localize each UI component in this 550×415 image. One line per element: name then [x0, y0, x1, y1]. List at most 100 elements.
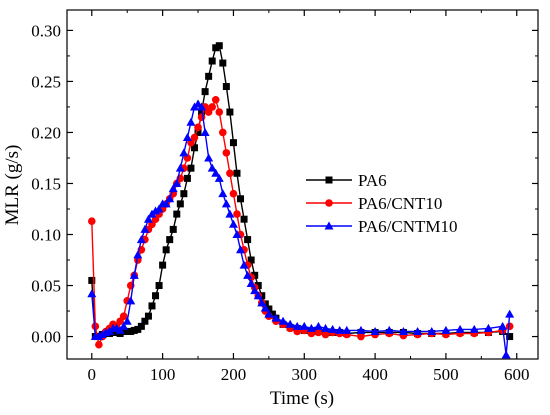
- data-point: [229, 139, 237, 147]
- legend-item: PA6/CNTM10: [306, 217, 458, 236]
- data-point: [239, 260, 249, 269]
- data-point: [483, 323, 493, 332]
- data-point: [222, 149, 231, 157]
- data-point: [441, 325, 451, 334]
- x-tick-label: 300: [292, 365, 318, 384]
- data-point: [265, 305, 273, 313]
- x-tick-label: 200: [221, 365, 247, 384]
- legend: PA6 PA6/CNT10 PA6/CNTM10: [306, 171, 458, 236]
- data-point: [299, 321, 309, 330]
- data-point: [236, 245, 246, 254]
- data-point: [172, 178, 182, 187]
- data-point: [247, 256, 255, 264]
- data-point: [215, 108, 224, 116]
- data-point: [154, 204, 164, 213]
- legend-marker: [325, 176, 333, 184]
- data-point: [233, 210, 241, 218]
- data-point: [278, 316, 288, 325]
- data-point: [166, 236, 174, 244]
- y-axis-ticks: 0.00 0.05 0.10 0.15 0.20 0.25 0.30: [31, 21, 538, 347]
- y-tick-label: 0.30: [31, 21, 61, 40]
- data-point: [313, 321, 323, 330]
- data-point: [207, 163, 217, 172]
- series-pa6-cntm10: [87, 99, 515, 359]
- data-point: [237, 195, 245, 203]
- data-point: [140, 224, 150, 233]
- data-point: [251, 271, 259, 279]
- data-point: [292, 321, 302, 330]
- data-point: [357, 332, 365, 341]
- data-point: [136, 235, 146, 244]
- data-point: [427, 326, 437, 335]
- data-point: [342, 325, 352, 334]
- data-point: [179, 148, 189, 157]
- data-point: [214, 173, 224, 182]
- data-point: [151, 206, 161, 215]
- x-axis-title: Time (s): [270, 388, 334, 409]
- data-point: [398, 326, 408, 335]
- data-point: [94, 332, 104, 341]
- y-tick-label: 0.25: [31, 72, 61, 91]
- data-point: [498, 321, 508, 330]
- data-point: [222, 83, 230, 91]
- data-point: [321, 323, 331, 332]
- data-point: [119, 312, 128, 320]
- data-point: [229, 189, 238, 198]
- y-tick-label: 0.20: [31, 123, 61, 142]
- data-point: [506, 333, 514, 341]
- data-point: [159, 261, 167, 269]
- data-point: [271, 313, 281, 322]
- data-point: [123, 327, 131, 335]
- plot-frame: [66, 9, 539, 360]
- data-point: [243, 270, 253, 279]
- data-point: [182, 133, 192, 142]
- data-point: [211, 168, 221, 177]
- data-point: [176, 200, 184, 208]
- data-point: [505, 322, 514, 331]
- legend-label: PA6/CNTM10: [358, 217, 458, 236]
- data-point: [168, 184, 178, 193]
- data-point: [144, 312, 152, 320]
- data-point: [162, 246, 170, 254]
- data-point: [204, 153, 214, 162]
- data-point: [137, 322, 145, 330]
- data-point: [321, 330, 330, 339]
- data-point: [194, 123, 202, 132]
- data-point: [133, 250, 143, 259]
- data-point: [455, 324, 465, 333]
- data-point: [208, 103, 216, 111]
- data-point: [129, 270, 139, 279]
- data-point: [141, 317, 149, 325]
- data-point: [328, 324, 338, 333]
- data-point: [413, 326, 423, 335]
- data-point: [97, 330, 107, 339]
- data-point: [148, 302, 156, 310]
- legend-marker: [325, 199, 333, 207]
- data-point: [134, 325, 142, 333]
- data-point: [143, 214, 153, 223]
- data-point: [285, 319, 295, 328]
- data-point: [314, 328, 323, 337]
- data-point: [183, 174, 191, 182]
- data-point: [198, 108, 206, 116]
- data-point: [221, 199, 231, 208]
- data-point: [175, 163, 185, 172]
- data-point: [127, 327, 135, 335]
- data-point: [161, 199, 171, 208]
- data-point: [130, 326, 138, 334]
- data-point: [205, 72, 213, 80]
- legend-marker: [324, 221, 334, 230]
- x-tick-label: 100: [150, 365, 176, 384]
- series-layer: [87, 42, 515, 359]
- data-point: [253, 291, 263, 300]
- data-point: [194, 128, 202, 136]
- data-point: [109, 328, 117, 336]
- data-point: [226, 108, 234, 116]
- data-point: [246, 278, 256, 287]
- data-point: [233, 169, 241, 177]
- data-point: [226, 169, 234, 178]
- data-point: [180, 190, 188, 198]
- x-axis-ticks: 0 100 200 300 400 500 600: [88, 10, 530, 384]
- data-point: [95, 340, 103, 349]
